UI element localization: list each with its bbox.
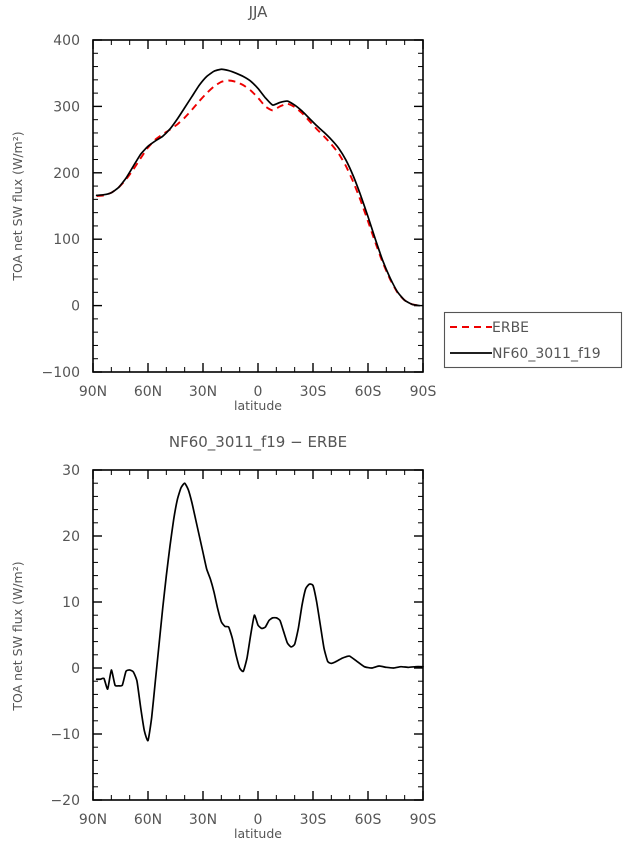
x-tick-label: 90S <box>410 384 437 400</box>
y-tick-label: 0 <box>71 661 80 677</box>
series-line-1 <box>96 79 420 307</box>
y-tick-label: −100 <box>42 365 80 381</box>
bottom-panel-title: NF60_3011_f19 − ERBE <box>169 433 347 452</box>
y-tick-label: 0 <box>71 299 80 315</box>
top-panel-tick-labels: 90N 60N 30N 0 30S 60S 90S 400 300 200 100 0 −100 <box>42 33 437 400</box>
y-tick-label: 20 <box>62 529 80 545</box>
y-tick-label: 400 <box>53 33 80 49</box>
bottom-panel: NF60_3011_f19 − ERBE 90N 60N 30N 0 30S 60S 90S… <box>10 433 436 841</box>
bottom-panel-axes-ticks <box>92 469 424 801</box>
x-tick-label: 30N <box>189 384 217 400</box>
bottom-panel-ylabel: TOA net SW flux (W/m²) <box>10 561 25 711</box>
x-tick-label: 30S <box>300 384 327 400</box>
legend: ERBE NF60_3011_f19 <box>443 311 623 369</box>
x-tick-label: 90N <box>79 812 107 828</box>
x-tick-label: 30N <box>189 812 217 828</box>
legend-label-erbe: ERBE <box>492 320 529 336</box>
legend-label-model: NF60_3011_f19 <box>492 346 601 362</box>
x-tick-label: 60N <box>134 812 162 828</box>
y-tick-label: 30 <box>62 463 80 479</box>
x-tick-label: 90S <box>410 812 437 828</box>
x-tick-label: 60S <box>355 812 382 828</box>
series-line-2 <box>95 68 421 307</box>
x-tick-label: 60N <box>134 384 162 400</box>
bottom-panel-frame <box>92 469 424 801</box>
y-tick-label: 300 <box>53 99 80 115</box>
y-tick-label: −10 <box>50 727 80 743</box>
legend-box <box>443 311 623 369</box>
y-tick-label: 10 <box>62 595 80 611</box>
x-tick-label: 0 <box>254 384 263 400</box>
y-tick-label: 200 <box>53 166 80 182</box>
bottom-panel-tick-labels: 90N 60N 30N 0 30S 60S 90S 30 20 10 0 −10 −20 <box>50 463 436 828</box>
x-tick-label: 30S <box>300 812 327 828</box>
top-panel-frame <box>92 39 424 373</box>
top-panel: JJA 90N 60N 30N 0 30S 60S 90S 400 300 200 100 0 −100… <box>10 3 436 413</box>
top-panel-ylabel: TOA net SW flux (W/m²) <box>10 131 25 281</box>
series-line-1 <box>95 482 424 742</box>
y-tick-label: 100 <box>53 232 80 248</box>
top-panel-series <box>95 68 421 307</box>
x-tick-label: 90N <box>79 384 107 400</box>
bottom-panel-series <box>95 482 424 742</box>
x-tick-label: 60S <box>355 384 382 400</box>
top-panel-title: JJA <box>248 3 269 21</box>
y-tick-label: −20 <box>50 793 80 809</box>
top-panel-xlabel: latitude <box>234 398 282 413</box>
x-tick-label: 0 <box>254 812 263 828</box>
bottom-panel-xlabel: latitude <box>234 826 282 841</box>
